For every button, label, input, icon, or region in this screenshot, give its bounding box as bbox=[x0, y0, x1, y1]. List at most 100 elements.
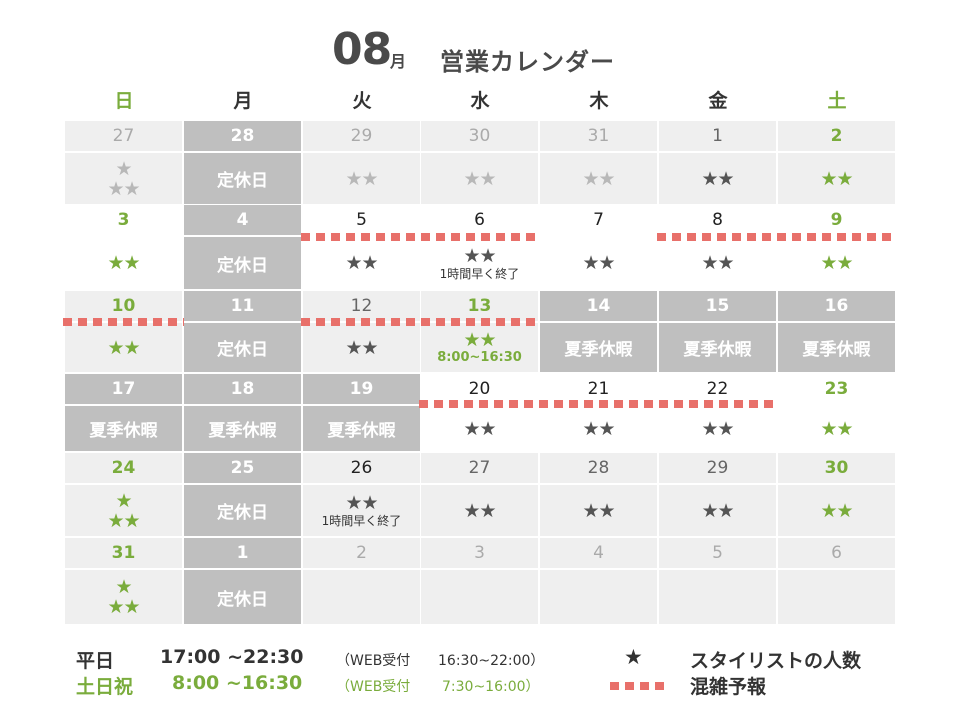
day-content: 夏季休暇 bbox=[184, 406, 301, 451]
day-content: ★★ bbox=[421, 406, 538, 451]
day-cell: 1 ★★ bbox=[659, 121, 776, 204]
day-number: 12 bbox=[350, 296, 373, 316]
day-cell: 29 ★★ bbox=[303, 121, 420, 204]
weekday-label-4: 木 bbox=[589, 90, 609, 112]
stylist-stars-icon: ★★ bbox=[701, 417, 734, 440]
busy-forecast-line bbox=[657, 233, 897, 241]
day-note: 1時間早く終了 bbox=[321, 514, 402, 528]
stylist-stars-icon: ★★ bbox=[107, 509, 140, 532]
day-cell: 20 ★★ bbox=[421, 374, 538, 451]
cell-divider bbox=[65, 151, 182, 153]
day-number: 7 bbox=[593, 210, 604, 230]
day-number: 6 bbox=[474, 210, 485, 230]
day-number: 29 bbox=[706, 458, 729, 478]
day-content: 夏季休暇 bbox=[65, 406, 182, 451]
day-cell: 29 ★★ bbox=[659, 453, 776, 536]
cell-divider bbox=[184, 483, 301, 485]
day-content: ★★ bbox=[778, 153, 895, 204]
day-number: 10 bbox=[111, 296, 136, 316]
day-number: 30 bbox=[824, 458, 849, 478]
stylist-stars-icon: ★★ bbox=[107, 177, 140, 200]
day-number: 28 bbox=[587, 458, 610, 478]
closed-label: 定休日 bbox=[217, 171, 268, 191]
legend-star-label: スタイリストの人数 bbox=[690, 650, 862, 672]
day-number: 16 bbox=[824, 296, 849, 316]
legend-busy-label: 混雑予報 bbox=[690, 676, 767, 698]
closed-label: 夏季休暇 bbox=[683, 340, 752, 360]
day-content bbox=[421, 570, 538, 624]
day-cell: 9 ★★ bbox=[778, 205, 895, 289]
weekday-web-label: （WEB受付 bbox=[336, 653, 411, 669]
day-content: ★★ 8:00~16:30 bbox=[421, 323, 538, 372]
day-content: ★★ bbox=[303, 323, 420, 372]
legend-star-icon: ★ bbox=[624, 645, 643, 669]
weekday-hours-label: 平日 bbox=[76, 650, 115, 672]
weekday-label-3: 水 bbox=[470, 90, 490, 112]
day-number: 29 bbox=[350, 126, 373, 146]
holiday-hours-label: 土日祝 bbox=[76, 676, 134, 698]
day-content: ★★ bbox=[540, 237, 657, 289]
day-number: 11 bbox=[230, 296, 255, 316]
cell-divider bbox=[303, 483, 420, 485]
day-cell: 6 bbox=[778, 538, 895, 624]
stylist-stars-icon: ★★ bbox=[820, 417, 853, 440]
cell-divider bbox=[540, 483, 657, 485]
day-content: ★★ bbox=[540, 406, 657, 451]
stylist-stars-icon: ★★ bbox=[345, 252, 378, 274]
stylist-stars-icon: ★★ bbox=[345, 167, 378, 190]
cell-divider bbox=[540, 568, 657, 570]
cell-divider bbox=[65, 404, 182, 406]
day-number: 15 bbox=[705, 296, 730, 316]
stylist-stars-icon: ★★ bbox=[701, 252, 734, 274]
stylist-stars-icon: ★ bbox=[115, 576, 132, 598]
day-content: ★★ bbox=[540, 485, 657, 536]
cell-divider bbox=[184, 321, 301, 323]
day-cell: 19 夏季休暇 bbox=[303, 374, 420, 451]
day-number: 27 bbox=[112, 126, 135, 146]
day-cell: 11 定休日 bbox=[184, 291, 301, 372]
day-cell: 17 夏季休暇 bbox=[65, 374, 182, 451]
closed-label: 定休日 bbox=[217, 503, 268, 523]
closed-label: 定休日 bbox=[217, 255, 268, 276]
cell-divider bbox=[778, 568, 895, 570]
day-cell: 18 夏季休暇 bbox=[184, 374, 301, 451]
busy-forecast-line bbox=[419, 400, 778, 408]
day-content bbox=[540, 570, 657, 624]
day-number: 21 bbox=[587, 379, 610, 399]
day-content: ★★ bbox=[659, 485, 776, 536]
day-note: 8:00~16:30 bbox=[437, 350, 522, 365]
title-month-suffix: 月 bbox=[390, 52, 407, 71]
closed-label: 夏季休暇 bbox=[89, 421, 158, 441]
legend-busy-swatch bbox=[610, 682, 664, 690]
day-cell: 16 夏季休暇 bbox=[778, 291, 895, 372]
day-number: 30 bbox=[468, 126, 491, 146]
cell-divider bbox=[184, 568, 301, 570]
stylist-stars-icon: ★★ bbox=[820, 252, 853, 274]
day-content: ★★ bbox=[421, 153, 538, 204]
day-number: 4 bbox=[593, 543, 604, 563]
day-content: 定休日 bbox=[184, 237, 301, 289]
day-cell: 27 ★ ★★ bbox=[65, 121, 182, 204]
cell-divider bbox=[659, 151, 776, 153]
day-content: ★★ bbox=[659, 406, 776, 451]
cell-divider bbox=[540, 151, 657, 153]
day-content: 定休日 bbox=[184, 323, 301, 372]
day-cell: 10 ★★ bbox=[65, 291, 182, 372]
title-month: 08 bbox=[332, 24, 392, 75]
day-content: ★★ bbox=[540, 153, 657, 204]
closed-label: 夏季休暇 bbox=[208, 421, 277, 441]
cell-divider bbox=[778, 321, 895, 323]
day-content: 定休日 bbox=[184, 153, 301, 204]
day-number: 24 bbox=[111, 458, 136, 478]
day-number: 27 bbox=[468, 458, 491, 478]
day-number: 31 bbox=[111, 543, 136, 563]
day-content: 定休日 bbox=[184, 485, 301, 536]
day-cell: 7 ★★ bbox=[540, 205, 657, 289]
day-content: 夏季休暇 bbox=[659, 323, 776, 372]
weekday-label-1: 月 bbox=[233, 90, 253, 112]
holiday-web-hours: 7:30~16:00） bbox=[442, 679, 540, 695]
day-number: 13 bbox=[467, 296, 492, 316]
day-content: ★ ★★ bbox=[65, 485, 182, 536]
day-number: 31 bbox=[587, 126, 610, 146]
day-cell: 8 ★★ bbox=[659, 205, 776, 289]
